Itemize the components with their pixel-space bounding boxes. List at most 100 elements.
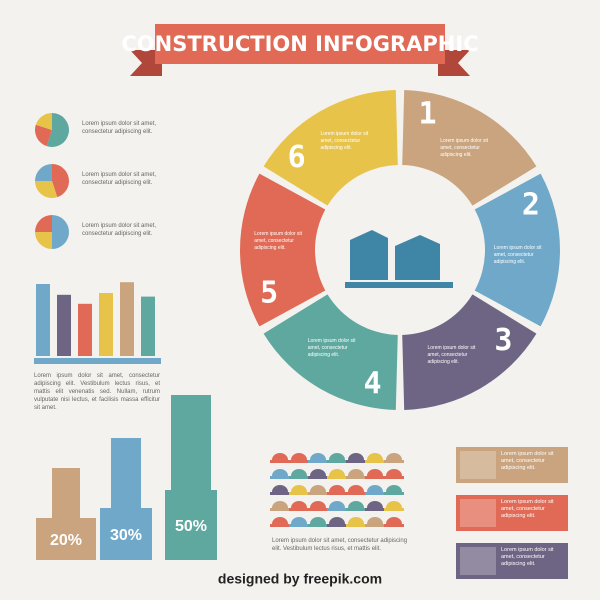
building-base <box>165 490 217 560</box>
footer: designed by freepik.com <box>218 571 382 587</box>
hat-icon <box>270 453 290 463</box>
legend-icon-box <box>460 499 496 527</box>
pie-slice <box>46 113 70 148</box>
hat-icon <box>346 453 366 463</box>
step-text: Lorem ipsum dolor sit amet, consectetur … <box>440 137 489 158</box>
legend-icon-box <box>460 547 496 575</box>
hat-icon <box>327 485 347 495</box>
pie-slice <box>35 232 52 249</box>
hat-icon <box>270 501 290 511</box>
building-base <box>36 518 96 560</box>
hat-icon <box>384 453 404 463</box>
hat-icon <box>346 501 366 511</box>
bar <box>78 303 92 356</box>
building-base <box>100 508 152 560</box>
building-label: 20% <box>50 532 82 549</box>
bar <box>99 293 113 356</box>
legend-text: Lorem ipsum dolor sit amet, consectetur … <box>501 451 554 471</box>
bar-baseline <box>34 358 161 364</box>
step-text: Lorem ipsum dolor sit amet, consectetur … <box>427 345 476 366</box>
building-icon <box>111 438 141 508</box>
center-icon <box>345 230 453 288</box>
step-number: 5 <box>260 275 278 310</box>
hat-icon <box>384 469 404 479</box>
step-text: Lorem ipsum dolor sit amet, consectetur … <box>254 230 303 251</box>
ring-segment <box>263 90 398 206</box>
hat-icon <box>289 453 309 463</box>
step-number: 3 <box>494 323 512 358</box>
step-number: 1 <box>418 96 436 131</box>
pie-slice <box>35 215 52 232</box>
ring-segment <box>402 90 537 206</box>
step-number: 4 <box>363 367 381 402</box>
building-icon <box>171 395 211 490</box>
pie-slice <box>35 181 58 198</box>
hat-icon <box>289 501 309 511</box>
ribbon-tail <box>130 50 162 76</box>
hat-icon <box>308 469 328 479</box>
ring-segment <box>402 294 537 410</box>
hat-icon <box>384 501 404 511</box>
building-label: 30% <box>110 527 142 544</box>
hat-icon <box>270 517 290 527</box>
ring-segment <box>474 173 560 327</box>
legend-bar <box>456 447 568 483</box>
building-icon <box>52 468 80 518</box>
hat-icon <box>270 469 290 479</box>
legend-text: Lorem ipsum dolor sit amet, consectetur … <box>501 499 554 519</box>
hat-icon <box>365 453 385 463</box>
hat-icon <box>327 469 347 479</box>
title: CONSTRUCTION INFOGRAPHIC <box>121 32 478 56</box>
hat-icon <box>384 517 404 527</box>
ribbon <box>155 24 445 64</box>
pie-slice <box>35 124 52 147</box>
pie-slice <box>52 164 69 198</box>
pie-slice <box>52 215 69 249</box>
hat-icon <box>289 517 309 527</box>
step-text: Lorem ipsum dolor sit amet, consectetur … <box>493 245 542 266</box>
hat-icon <box>384 485 404 495</box>
ribbon-tail <box>438 50 470 76</box>
bar <box>120 282 134 356</box>
hat-icon <box>308 501 328 511</box>
bar <box>57 294 71 356</box>
bar <box>36 284 50 356</box>
hat-icon <box>308 485 328 495</box>
legend-bar <box>456 495 568 531</box>
hat-icon <box>346 469 366 479</box>
ring-segment <box>263 294 398 410</box>
legend-text: Lorem ipsum dolor sit amet, consectetur … <box>501 547 554 567</box>
bar-caption: Lorem ipsum dolor sit amet, consectetur … <box>34 373 160 411</box>
legend-bar <box>456 543 568 579</box>
ring-segment <box>239 173 326 327</box>
hat-icon <box>289 469 309 479</box>
hat-icon <box>289 485 309 495</box>
pie-text: Lorem ipsum dolor sit amet, consectetur … <box>82 172 157 186</box>
step-text: Lorem ipsum dolor sit amet, consectetur … <box>320 130 369 151</box>
building-label: 50% <box>175 518 207 535</box>
bar <box>141 296 155 356</box>
hat-icon <box>327 517 347 527</box>
hat-icon <box>327 453 347 463</box>
pie-text: Lorem ipsum dolor sit amet, consectetur … <box>82 121 157 135</box>
hat-icon <box>365 469 385 479</box>
hat-icon <box>308 517 328 527</box>
hat-icon <box>365 517 385 527</box>
hat-icon <box>346 485 366 495</box>
step-number: 6 <box>288 140 306 175</box>
hat-icon <box>346 517 366 527</box>
hat-icon <box>327 501 347 511</box>
pie-text: Lorem ipsum dolor sit amet, consectetur … <box>82 223 157 237</box>
hat-icon <box>270 485 290 495</box>
hats-caption: Lorem ipsum dolor sit amet, consectetur … <box>272 538 408 552</box>
pie-slice <box>35 164 52 181</box>
step-number: 2 <box>522 188 540 223</box>
step-text: Lorem ipsum dolor sit amet, consectetur … <box>307 338 356 359</box>
hat-icon <box>365 485 385 495</box>
legend-icon-box <box>460 451 496 479</box>
pie-slice <box>35 113 52 130</box>
hat-icon <box>308 453 328 463</box>
hat-icon <box>365 501 385 511</box>
